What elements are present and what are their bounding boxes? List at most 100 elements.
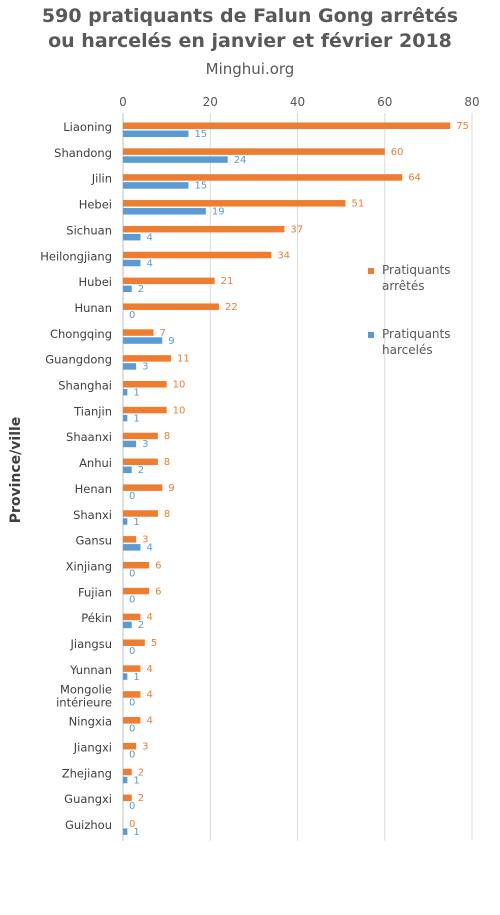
bar-arrested bbox=[123, 768, 132, 776]
bar-arrested bbox=[123, 742, 137, 750]
bar-arrested bbox=[123, 122, 451, 129]
data-label-harassed: 0 bbox=[129, 491, 135, 502]
data-label-arrested: 22 bbox=[225, 302, 238, 313]
legend-label-arrested: arrêtés bbox=[382, 279, 424, 293]
data-label-arrested: 6 bbox=[155, 560, 161, 571]
category-label: Shaanxi bbox=[66, 430, 112, 444]
x-tick-label: 60 bbox=[377, 95, 392, 109]
data-label-harassed: 9 bbox=[168, 336, 174, 347]
data-label-arrested: 8 bbox=[164, 457, 170, 468]
data-label-arrested: 5 bbox=[151, 638, 157, 649]
bar-harassed bbox=[123, 389, 128, 396]
legend-swatch-arrested bbox=[368, 268, 374, 274]
category-label: Mongolie intérieure bbox=[56, 683, 112, 710]
x-tick-label: 40 bbox=[290, 95, 305, 109]
x-tick-label: 80 bbox=[464, 95, 479, 109]
data-label-harassed: 4 bbox=[146, 543, 152, 554]
data-label-harassed: 0 bbox=[129, 801, 135, 812]
category-label: Liaoning bbox=[63, 120, 112, 134]
data-label-arrested: 4 bbox=[146, 612, 152, 623]
data-label-harassed: 0 bbox=[129, 724, 135, 735]
category-label: Henan bbox=[75, 482, 112, 496]
legend-label-harassed: Pratiquants bbox=[382, 327, 451, 341]
bar-harassed bbox=[123, 259, 141, 267]
data-label-harassed: 0 bbox=[129, 594, 135, 605]
bar-harassed bbox=[123, 828, 128, 835]
bar-harassed bbox=[123, 285, 132, 293]
bar-harassed bbox=[123, 208, 206, 215]
category-label: Guangxi bbox=[64, 792, 112, 806]
data-label-harassed: 4 bbox=[146, 232, 152, 243]
y-axis-title: Province/ville bbox=[8, 417, 24, 524]
category-label: Chongqing bbox=[50, 327, 112, 341]
data-label-arrested: 9 bbox=[168, 483, 174, 494]
data-label-harassed: 1 bbox=[133, 672, 139, 683]
bar-arrested bbox=[123, 510, 158, 517]
data-label-harassed: 4 bbox=[146, 258, 152, 269]
data-label-arrested: 6 bbox=[155, 586, 161, 597]
bar-arrested bbox=[123, 277, 215, 285]
data-label-harassed: 0 bbox=[129, 698, 135, 709]
bar-arrested bbox=[123, 303, 219, 310]
bar-arrested bbox=[123, 329, 154, 336]
bar-arrested bbox=[123, 691, 141, 698]
data-label-harassed: 0 bbox=[129, 310, 135, 321]
category-label: Hebei bbox=[79, 198, 112, 212]
category-label-line: Mongolie bbox=[60, 683, 112, 697]
data-label-harassed: 2 bbox=[138, 620, 144, 631]
data-label-harassed: 15 bbox=[194, 129, 207, 140]
data-label-harassed: 0 bbox=[129, 749, 135, 760]
data-label-arrested: 3 bbox=[142, 535, 148, 546]
data-label-harassed: 1 bbox=[133, 775, 139, 786]
data-label-arrested: 60 bbox=[391, 147, 404, 158]
bar-arrested bbox=[123, 536, 137, 543]
bar-harassed bbox=[123, 673, 128, 680]
bar-arrested bbox=[123, 665, 141, 672]
bar-harassed bbox=[123, 363, 137, 370]
bar-harassed bbox=[123, 440, 137, 448]
data-label-arrested: 4 bbox=[146, 716, 152, 727]
data-label-arrested: 10 bbox=[173, 405, 186, 416]
bar-arrested bbox=[123, 587, 150, 595]
data-label-arrested: 8 bbox=[164, 431, 170, 442]
chart-title: 590 pratiquants de Falun Gong arrêtés ou… bbox=[0, 4, 500, 54]
bar-arrested bbox=[123, 561, 150, 569]
bar-arrested bbox=[123, 174, 403, 181]
bar-arrested bbox=[123, 355, 171, 362]
legend-label-arrested: Pratiquants bbox=[382, 263, 451, 277]
bar-arrested bbox=[123, 225, 285, 233]
data-label-arrested: 37 bbox=[290, 224, 303, 235]
bar-arrested bbox=[123, 484, 163, 491]
bar-arrested bbox=[123, 613, 141, 621]
category-label: Tianjin bbox=[73, 404, 112, 418]
category-label: Jiangsu bbox=[69, 637, 112, 651]
bar-harassed bbox=[123, 466, 132, 474]
data-label-harassed: 3 bbox=[142, 362, 148, 373]
category-label: Pékin bbox=[81, 611, 112, 625]
data-label-arrested: 2 bbox=[138, 793, 144, 804]
data-label-harassed: 3 bbox=[142, 439, 148, 450]
chart-title-line-1: 590 pratiquants de Falun Gong arrêtés bbox=[41, 5, 459, 27]
data-label-arrested: 21 bbox=[221, 276, 234, 287]
bar-harassed bbox=[123, 156, 228, 163]
category-label: Heilongjiang bbox=[40, 249, 112, 263]
legend-swatch-harassed bbox=[368, 332, 374, 338]
data-label-arrested: 7 bbox=[160, 328, 166, 339]
data-label-arrested: 51 bbox=[351, 199, 364, 210]
category-label: Shanxi bbox=[73, 508, 112, 522]
category-label: Shandong bbox=[54, 146, 112, 160]
data-label-harassed: 1 bbox=[133, 388, 139, 399]
chart-title-line-2: ou harcelés en janvier et février 2018 bbox=[48, 30, 452, 52]
category-label-line: intérieure bbox=[56, 696, 112, 710]
data-label-harassed: 19 bbox=[212, 207, 225, 218]
bar-arrested bbox=[123, 200, 346, 207]
bar-arrested bbox=[123, 148, 385, 155]
data-label-arrested: 10 bbox=[173, 380, 186, 391]
bar-arrested bbox=[123, 381, 167, 388]
data-label-harassed: 0 bbox=[129, 568, 135, 579]
data-label-arrested: 34 bbox=[277, 250, 290, 261]
category-label: Hunan bbox=[74, 301, 112, 315]
data-label-harassed: 2 bbox=[138, 465, 144, 476]
data-label-arrested: 2 bbox=[138, 767, 144, 778]
